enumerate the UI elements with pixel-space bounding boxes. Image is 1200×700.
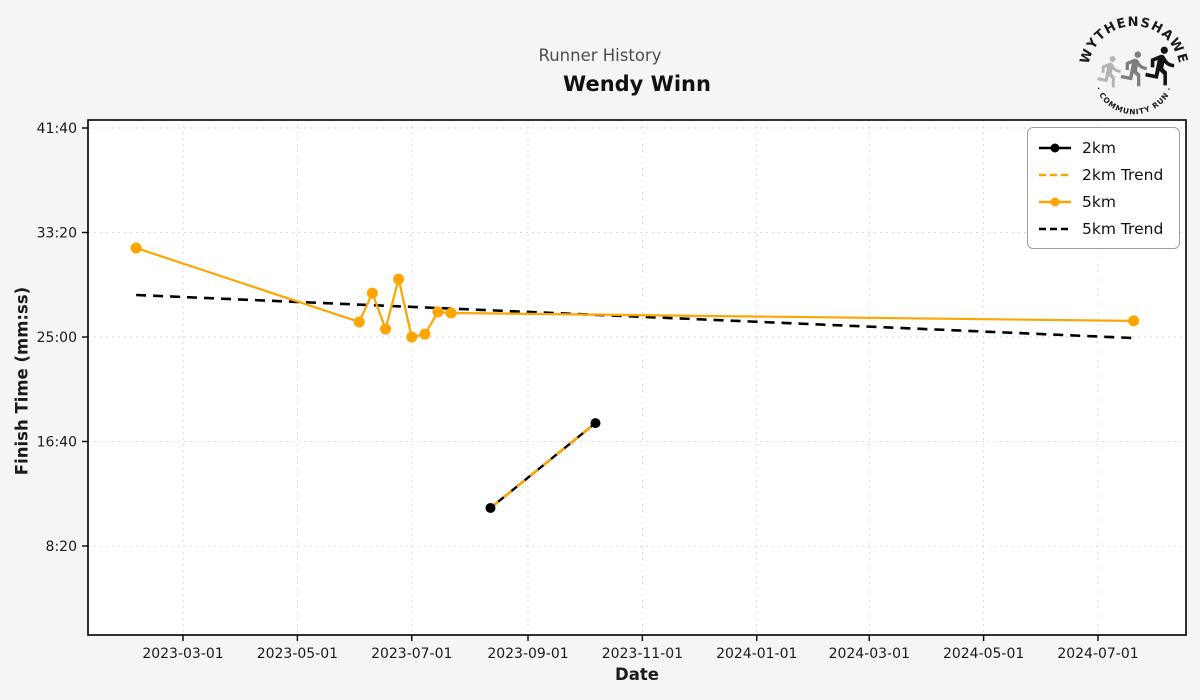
x-tick-label: 2024-05-01 bbox=[943, 646, 1024, 662]
legend-item-2km-trend: 2km Trend bbox=[1038, 162, 1169, 187]
2km-data-point bbox=[485, 502, 496, 513]
svg-text:· COMMUNITY RUN ·: · COMMUNITY RUN · bbox=[1094, 85, 1174, 116]
chart-title: Wendy Winn bbox=[563, 72, 711, 96]
legend-label: 2km bbox=[1082, 138, 1116, 157]
x-axis-label: Date bbox=[615, 665, 659, 684]
y-axis-label: Finish Time (mm:ss) bbox=[12, 286, 32, 476]
legend-label: 5km Trend bbox=[1082, 219, 1164, 238]
x-tick-label: 2024-01-01 bbox=[716, 646, 797, 662]
x-tick-label: 2023-07-01 bbox=[371, 646, 452, 662]
x-tick-label: 2024-07-01 bbox=[1057, 646, 1138, 662]
y-tick-label: 41:40 bbox=[37, 121, 77, 137]
runner-icon-dark bbox=[1145, 46, 1175, 86]
chart-suptitle: Runner History bbox=[538, 46, 662, 65]
2km-data-point bbox=[590, 418, 601, 429]
x-tick-label: 2023-11-01 bbox=[602, 646, 683, 662]
legend-item-5km: 5km bbox=[1038, 189, 1169, 214]
runner-icon-mid bbox=[1120, 51, 1147, 87]
5km-data-point bbox=[1128, 315, 1140, 327]
5km-data-point bbox=[366, 287, 378, 299]
legend: 2km 2km Trend 5km 5km Trend bbox=[1027, 127, 1180, 249]
x-tick-label: 2023-09-01 bbox=[487, 646, 568, 662]
x-tick-label: 2023-05-01 bbox=[257, 646, 338, 662]
5km-data-point bbox=[406, 331, 418, 343]
5km-data-point bbox=[419, 328, 431, 340]
series-5km-trend-line bbox=[136, 293, 1134, 340]
5km-data-point bbox=[432, 306, 444, 318]
5km-data-point bbox=[393, 273, 405, 285]
y-tick-label: 25:00 bbox=[37, 330, 77, 346]
legend-sample bbox=[1039, 227, 1071, 230]
series-5km-line bbox=[135, 246, 1134, 339]
x-tick-label: 2023-03-01 bbox=[142, 646, 223, 662]
logo-bottom-text: · COMMUNITY RUN · bbox=[1094, 85, 1173, 116]
legend-sample bbox=[1039, 197, 1071, 206]
legend-sample bbox=[1039, 173, 1071, 176]
5km-data-point bbox=[130, 242, 142, 254]
runner-icon-light bbox=[1097, 56, 1121, 88]
plot-area bbox=[88, 120, 1186, 635]
x-tick-label: 2024-03-01 bbox=[829, 646, 910, 662]
logo-top-text: WYTHENSHAWE bbox=[1078, 15, 1190, 66]
5km-data-point bbox=[380, 323, 391, 335]
y-tick-label: 8:20 bbox=[46, 539, 77, 555]
series-2km-trend-line bbox=[489, 422, 597, 509]
5km-data-point bbox=[445, 307, 457, 319]
svg-text:WYTHENSHAWE: WYTHENSHAWE bbox=[1078, 15, 1191, 66]
legend-item-2km: 2km bbox=[1038, 135, 1169, 160]
axes-spines bbox=[87, 119, 1187, 636]
legend-label: 5km bbox=[1082, 192, 1116, 211]
legend-label: 2km Trend bbox=[1082, 165, 1164, 184]
5km-data-point bbox=[353, 316, 365, 328]
y-tick-label: 16:40 bbox=[37, 435, 77, 451]
club-logo: WYTHENSHAWE · COMMUNITY RUN · bbox=[1078, 15, 1191, 116]
legend-item-5km-trend: 5km Trend bbox=[1038, 216, 1169, 241]
y-tick-label: 33:20 bbox=[37, 226, 77, 242]
legend-sample bbox=[1039, 143, 1071, 152]
